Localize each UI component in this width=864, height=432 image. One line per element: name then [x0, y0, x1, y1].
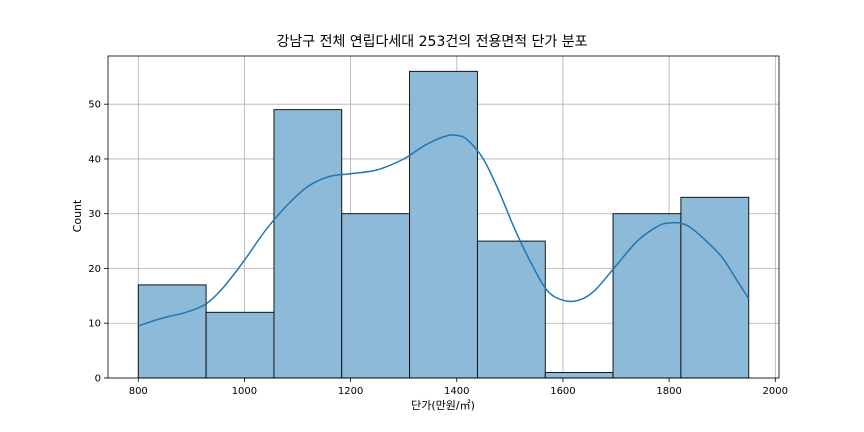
x-tick-label: 2000	[763, 386, 788, 397]
plot-frame	[107, 55, 780, 379]
x-axis-label: 단가(만원/㎡)	[411, 399, 475, 412]
y-tick-label: 10	[88, 319, 101, 330]
histogram-bar	[341, 213, 411, 379]
histogram-bar	[544, 372, 614, 379]
x-axis-ticks: 800 1000 1200 1400 1600 1800 2000	[129, 378, 788, 397]
y-tick-label: 40	[88, 154, 101, 165]
y-axis-label: Count	[71, 199, 84, 232]
histogram-bar	[409, 70, 478, 379]
histogram-bar	[137, 284, 207, 379]
x-tick-label: 800	[129, 386, 148, 397]
y-tick-label: 20	[88, 264, 101, 275]
x-tick-label: 1400	[444, 386, 469, 397]
histogram-bars	[137, 70, 750, 379]
histogram-bar	[680, 196, 750, 379]
x-tick-label: 1200	[338, 386, 363, 397]
histogram-bar	[273, 109, 343, 379]
y-tick-label: 0	[95, 374, 101, 385]
x-tick-label: 1600	[550, 386, 575, 397]
histogram-bar	[612, 213, 682, 379]
y-tick-label: 50	[88, 100, 101, 111]
y-tick-label: 30	[88, 209, 101, 220]
y-axis-ticks: 0 10 20 30 40 50	[88, 100, 108, 385]
kde-curve	[138, 134, 750, 327]
chart-title: 강남구 전체 연립다세대 253건의 전용면적 단가 분포	[276, 34, 587, 50]
histogram-bar	[476, 240, 546, 379]
x-tick-label: 1800	[656, 386, 681, 397]
x-tick-label: 1000	[232, 386, 257, 397]
histogram-bar	[205, 311, 275, 379]
